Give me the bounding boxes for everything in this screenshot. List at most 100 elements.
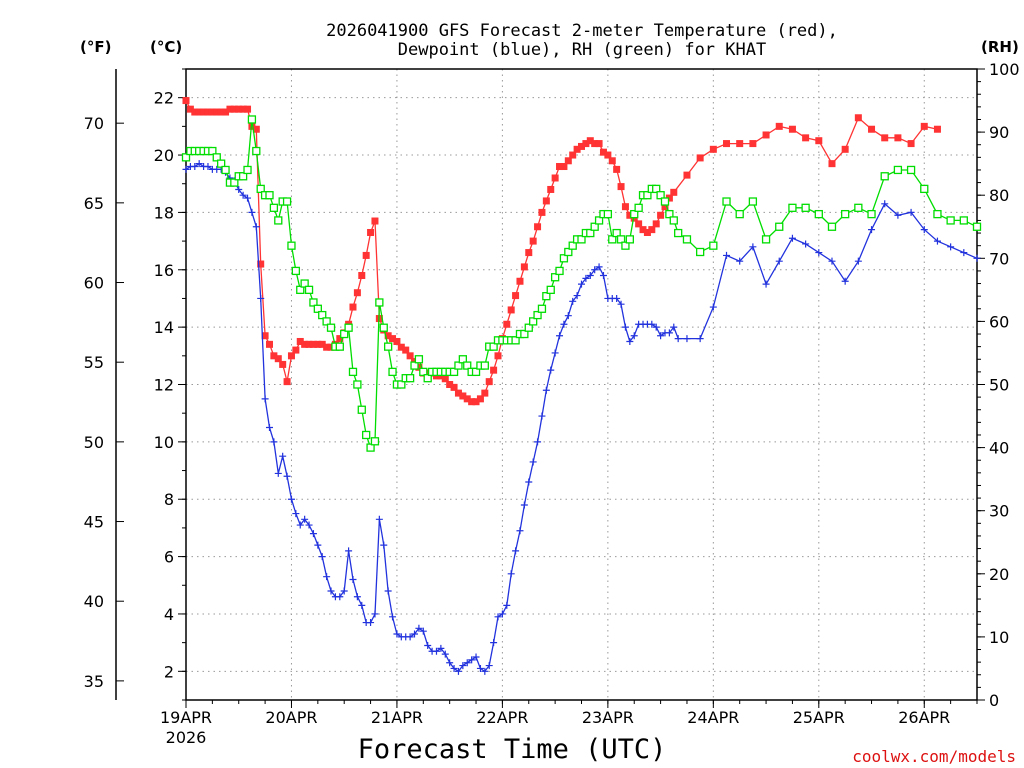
temperature-point xyxy=(868,125,876,133)
rh-point xyxy=(238,172,248,181)
dewpoint-point xyxy=(595,263,603,271)
rh-point xyxy=(634,203,643,212)
dewpoint-point xyxy=(235,185,243,193)
temperature-point xyxy=(556,163,564,171)
dewpoint-point xyxy=(525,478,533,486)
dewpoint-point xyxy=(665,329,673,337)
rh-point xyxy=(348,367,358,377)
dewpoint-point xyxy=(569,297,577,305)
temperature-series xyxy=(182,97,941,406)
rh-point xyxy=(906,165,916,175)
rh-point xyxy=(643,191,652,200)
dewpoint-point xyxy=(323,573,331,581)
dewpoint-point xyxy=(494,613,502,621)
dewpoint-point xyxy=(358,601,366,609)
x-axis-label: Forecast Time (UTC) xyxy=(358,734,667,765)
temperature-point xyxy=(547,185,555,193)
dewpoint-point xyxy=(503,601,511,609)
x-tick-label: 23APR xyxy=(582,708,634,727)
dewpoint-point xyxy=(648,320,656,328)
fahrenheit-tick-label: 40 xyxy=(84,592,104,611)
temperature-point xyxy=(204,108,212,116)
dewpoint-point xyxy=(375,515,383,523)
dewpoint-point xyxy=(340,587,348,595)
temperature-point xyxy=(314,340,322,348)
dewpoint-series xyxy=(182,160,981,675)
rh-point xyxy=(559,254,569,263)
temperature-point xyxy=(529,237,537,245)
temperature-point xyxy=(907,140,915,148)
series xyxy=(181,97,982,675)
rh-tick-label: 0 xyxy=(989,691,999,710)
dewpoint-point xyxy=(591,266,599,274)
temperature-point xyxy=(648,226,656,234)
rh-tick-label: 70 xyxy=(989,249,1009,268)
rh-point xyxy=(893,165,903,175)
rh-point xyxy=(520,329,529,339)
rh-point xyxy=(621,241,630,250)
dewpoint-point xyxy=(204,163,212,171)
rh-point xyxy=(410,361,419,370)
temperature-point xyxy=(279,360,287,368)
axes: 2 4 6 8 10 12 14 16 18 20 22 35 40 45 50 55 60 65 70 0 10 20 3… xyxy=(84,60,1020,747)
temperature-point xyxy=(723,140,731,148)
rh-point xyxy=(318,310,327,320)
temperature-point xyxy=(446,381,454,388)
fahrenheit-tick-label: 65 xyxy=(84,194,104,213)
dewpoint-point xyxy=(520,501,528,509)
dewpoint-point xyxy=(775,257,783,265)
rh-point xyxy=(344,323,353,332)
dewpoint-point xyxy=(191,163,199,171)
temperature-point xyxy=(296,337,304,345)
temperature-point xyxy=(569,151,577,159)
rh-point xyxy=(946,216,955,225)
dewpoint-point xyxy=(657,332,665,340)
rh-point xyxy=(625,235,634,244)
temperature-point xyxy=(608,157,616,165)
temperature-point xyxy=(621,203,629,211)
temperature-point xyxy=(560,163,568,171)
temperature-point xyxy=(481,389,489,397)
rh-unit-label: (RH) xyxy=(981,38,1019,56)
temperature-point xyxy=(525,249,533,257)
fahrenheit-unit-label: (°F) xyxy=(80,38,111,56)
temperature-point xyxy=(490,366,498,374)
temperature-point xyxy=(613,165,621,173)
temperature-point xyxy=(213,108,221,116)
dewpoint-point xyxy=(933,237,941,245)
dewpoint-point xyxy=(274,469,282,477)
temperature-point xyxy=(661,203,669,211)
temperature-point xyxy=(665,194,673,202)
credit-link[interactable]: coolwx.com/models xyxy=(852,747,1016,766)
temperature-point xyxy=(309,340,317,348)
temperature-point xyxy=(459,392,467,400)
rh-tick-label: 20 xyxy=(989,565,1009,584)
rh-point xyxy=(397,380,406,389)
temperature-point xyxy=(287,352,295,360)
dewpoint-point xyxy=(586,272,594,280)
temperature-point xyxy=(454,389,462,397)
rh-point xyxy=(414,355,424,364)
rh-point xyxy=(529,317,538,326)
fahrenheit-tick-label: 60 xyxy=(84,274,104,293)
rh-point xyxy=(256,184,265,194)
temperature-point xyxy=(512,292,520,300)
temperature-point xyxy=(257,260,265,268)
dewpoint-line xyxy=(185,162,978,673)
rh-point xyxy=(656,191,665,200)
dewpoint-point xyxy=(424,642,432,650)
rh-point xyxy=(682,235,692,244)
temperature-point xyxy=(586,137,594,145)
dewpoint-point xyxy=(314,541,322,549)
rh-point xyxy=(353,380,362,389)
rh-point xyxy=(212,153,221,162)
temperature-point xyxy=(270,352,278,360)
dewpoint-point xyxy=(973,254,981,262)
temperature-point xyxy=(389,335,397,343)
rh-point xyxy=(419,367,428,377)
x-tick-label: 20APR xyxy=(265,708,317,727)
dewpoint-point xyxy=(868,226,876,234)
dewpoint-point xyxy=(454,667,462,675)
rh-point xyxy=(309,298,318,307)
temperature-point xyxy=(775,122,783,130)
